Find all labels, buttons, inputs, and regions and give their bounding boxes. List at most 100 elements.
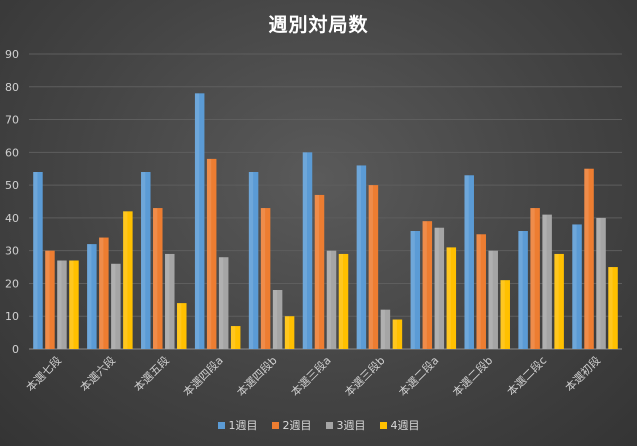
bar (302, 152, 313, 349)
x-tick-label: 本選五段 (131, 353, 172, 394)
bar-highlight (410, 231, 415, 349)
x-tick-label: 本選初段 (562, 353, 603, 394)
bar (476, 234, 486, 349)
bar (45, 250, 55, 349)
bar-highlight (434, 227, 439, 349)
bar-highlight (314, 194, 320, 349)
bar-highlight (500, 280, 505, 349)
bar (87, 244, 97, 349)
bar (111, 263, 121, 349)
bar (272, 290, 283, 349)
bar (500, 280, 510, 349)
bar-highlight (284, 316, 290, 349)
bar-highlight (111, 263, 116, 349)
bar-highlight (69, 260, 74, 349)
bar (326, 250, 337, 349)
bar-highlight (165, 253, 170, 349)
legend-swatch (379, 421, 387, 429)
bar-highlight (608, 267, 613, 349)
x-tick-label: 本選七段 (23, 353, 64, 394)
bar-highlight (230, 326, 236, 349)
bar-highlight (380, 309, 385, 349)
bar (314, 194, 325, 349)
bar (596, 217, 606, 349)
x-tick-label: 本選三段b (342, 353, 388, 399)
bar-highlight (99, 237, 104, 349)
bar (446, 247, 457, 349)
bar-highlight (177, 303, 182, 349)
bar-highlight (446, 247, 451, 349)
legend-swatch (217, 421, 225, 429)
y-tick-label: 20 (5, 277, 19, 290)
bar (488, 250, 498, 349)
bar (584, 168, 594, 349)
bar-highlight (57, 260, 62, 349)
bar-highlight (554, 253, 559, 349)
bar-highlight (248, 172, 254, 349)
y-tick-label: 90 (5, 48, 19, 61)
bar-highlight (356, 165, 361, 349)
bar-highlight (87, 244, 92, 349)
bar (608, 267, 618, 349)
bar (356, 165, 367, 349)
y-tick-label: 0 (12, 343, 19, 356)
bar (542, 214, 552, 349)
bar-highlight (596, 217, 601, 349)
bar-highlight (45, 250, 50, 349)
bar-highlight (392, 319, 397, 349)
legend-swatch (325, 421, 333, 429)
bar-highlight (464, 175, 469, 349)
bar-highlight (476, 234, 481, 349)
bar (422, 221, 433, 349)
bar (368, 185, 379, 349)
bar-highlight (518, 231, 523, 349)
bar-highlight (368, 185, 373, 349)
bar (57, 260, 67, 349)
bar-highlight (194, 93, 200, 349)
bar-highlight (530, 208, 535, 349)
bar (177, 303, 187, 349)
y-tick-label: 10 (5, 310, 19, 323)
bar (165, 253, 175, 349)
bar-highlight (260, 208, 266, 349)
chart-title: 週別対局数 (268, 14, 369, 36)
bar-highlight (302, 152, 308, 349)
legend: 1週目 2週目 3週目 4週目 (0, 417, 637, 433)
legend-label: 2週目 (282, 419, 312, 432)
bar (518, 231, 528, 349)
bar (141, 172, 151, 349)
bar-highlight (542, 214, 547, 349)
bar (572, 224, 582, 349)
x-tick-label: 本選二段b (449, 353, 495, 399)
bar (338, 253, 349, 349)
bar (153, 208, 163, 349)
bar-highlight (153, 208, 158, 349)
bar (530, 208, 540, 349)
x-tick-label: 本選二段c (504, 353, 549, 398)
x-tick-label: 本選二段a (396, 353, 442, 399)
bar-highlight (218, 257, 224, 349)
legend-swatch (271, 421, 279, 429)
y-tick-label: 70 (5, 114, 19, 127)
bar-highlight (272, 290, 278, 349)
bar (260, 208, 271, 349)
legend-label: 4週目 (390, 419, 420, 432)
bar (206, 158, 217, 349)
bar (248, 172, 259, 349)
bar (380, 309, 391, 349)
bar (410, 231, 421, 349)
legend-item: 1週目 (217, 417, 258, 433)
bar (33, 172, 43, 349)
bar (230, 326, 241, 349)
y-tick-label: 30 (5, 245, 19, 258)
y-tick-label: 60 (5, 146, 19, 159)
bar-highlight (33, 172, 38, 349)
x-tick-label: 本選六段 (77, 353, 118, 394)
bar (99, 237, 109, 349)
bar (554, 253, 564, 349)
x-tick-label: 本選四段a (180, 353, 226, 399)
y-tick-label: 80 (5, 81, 19, 94)
bar-highlight (123, 211, 128, 349)
